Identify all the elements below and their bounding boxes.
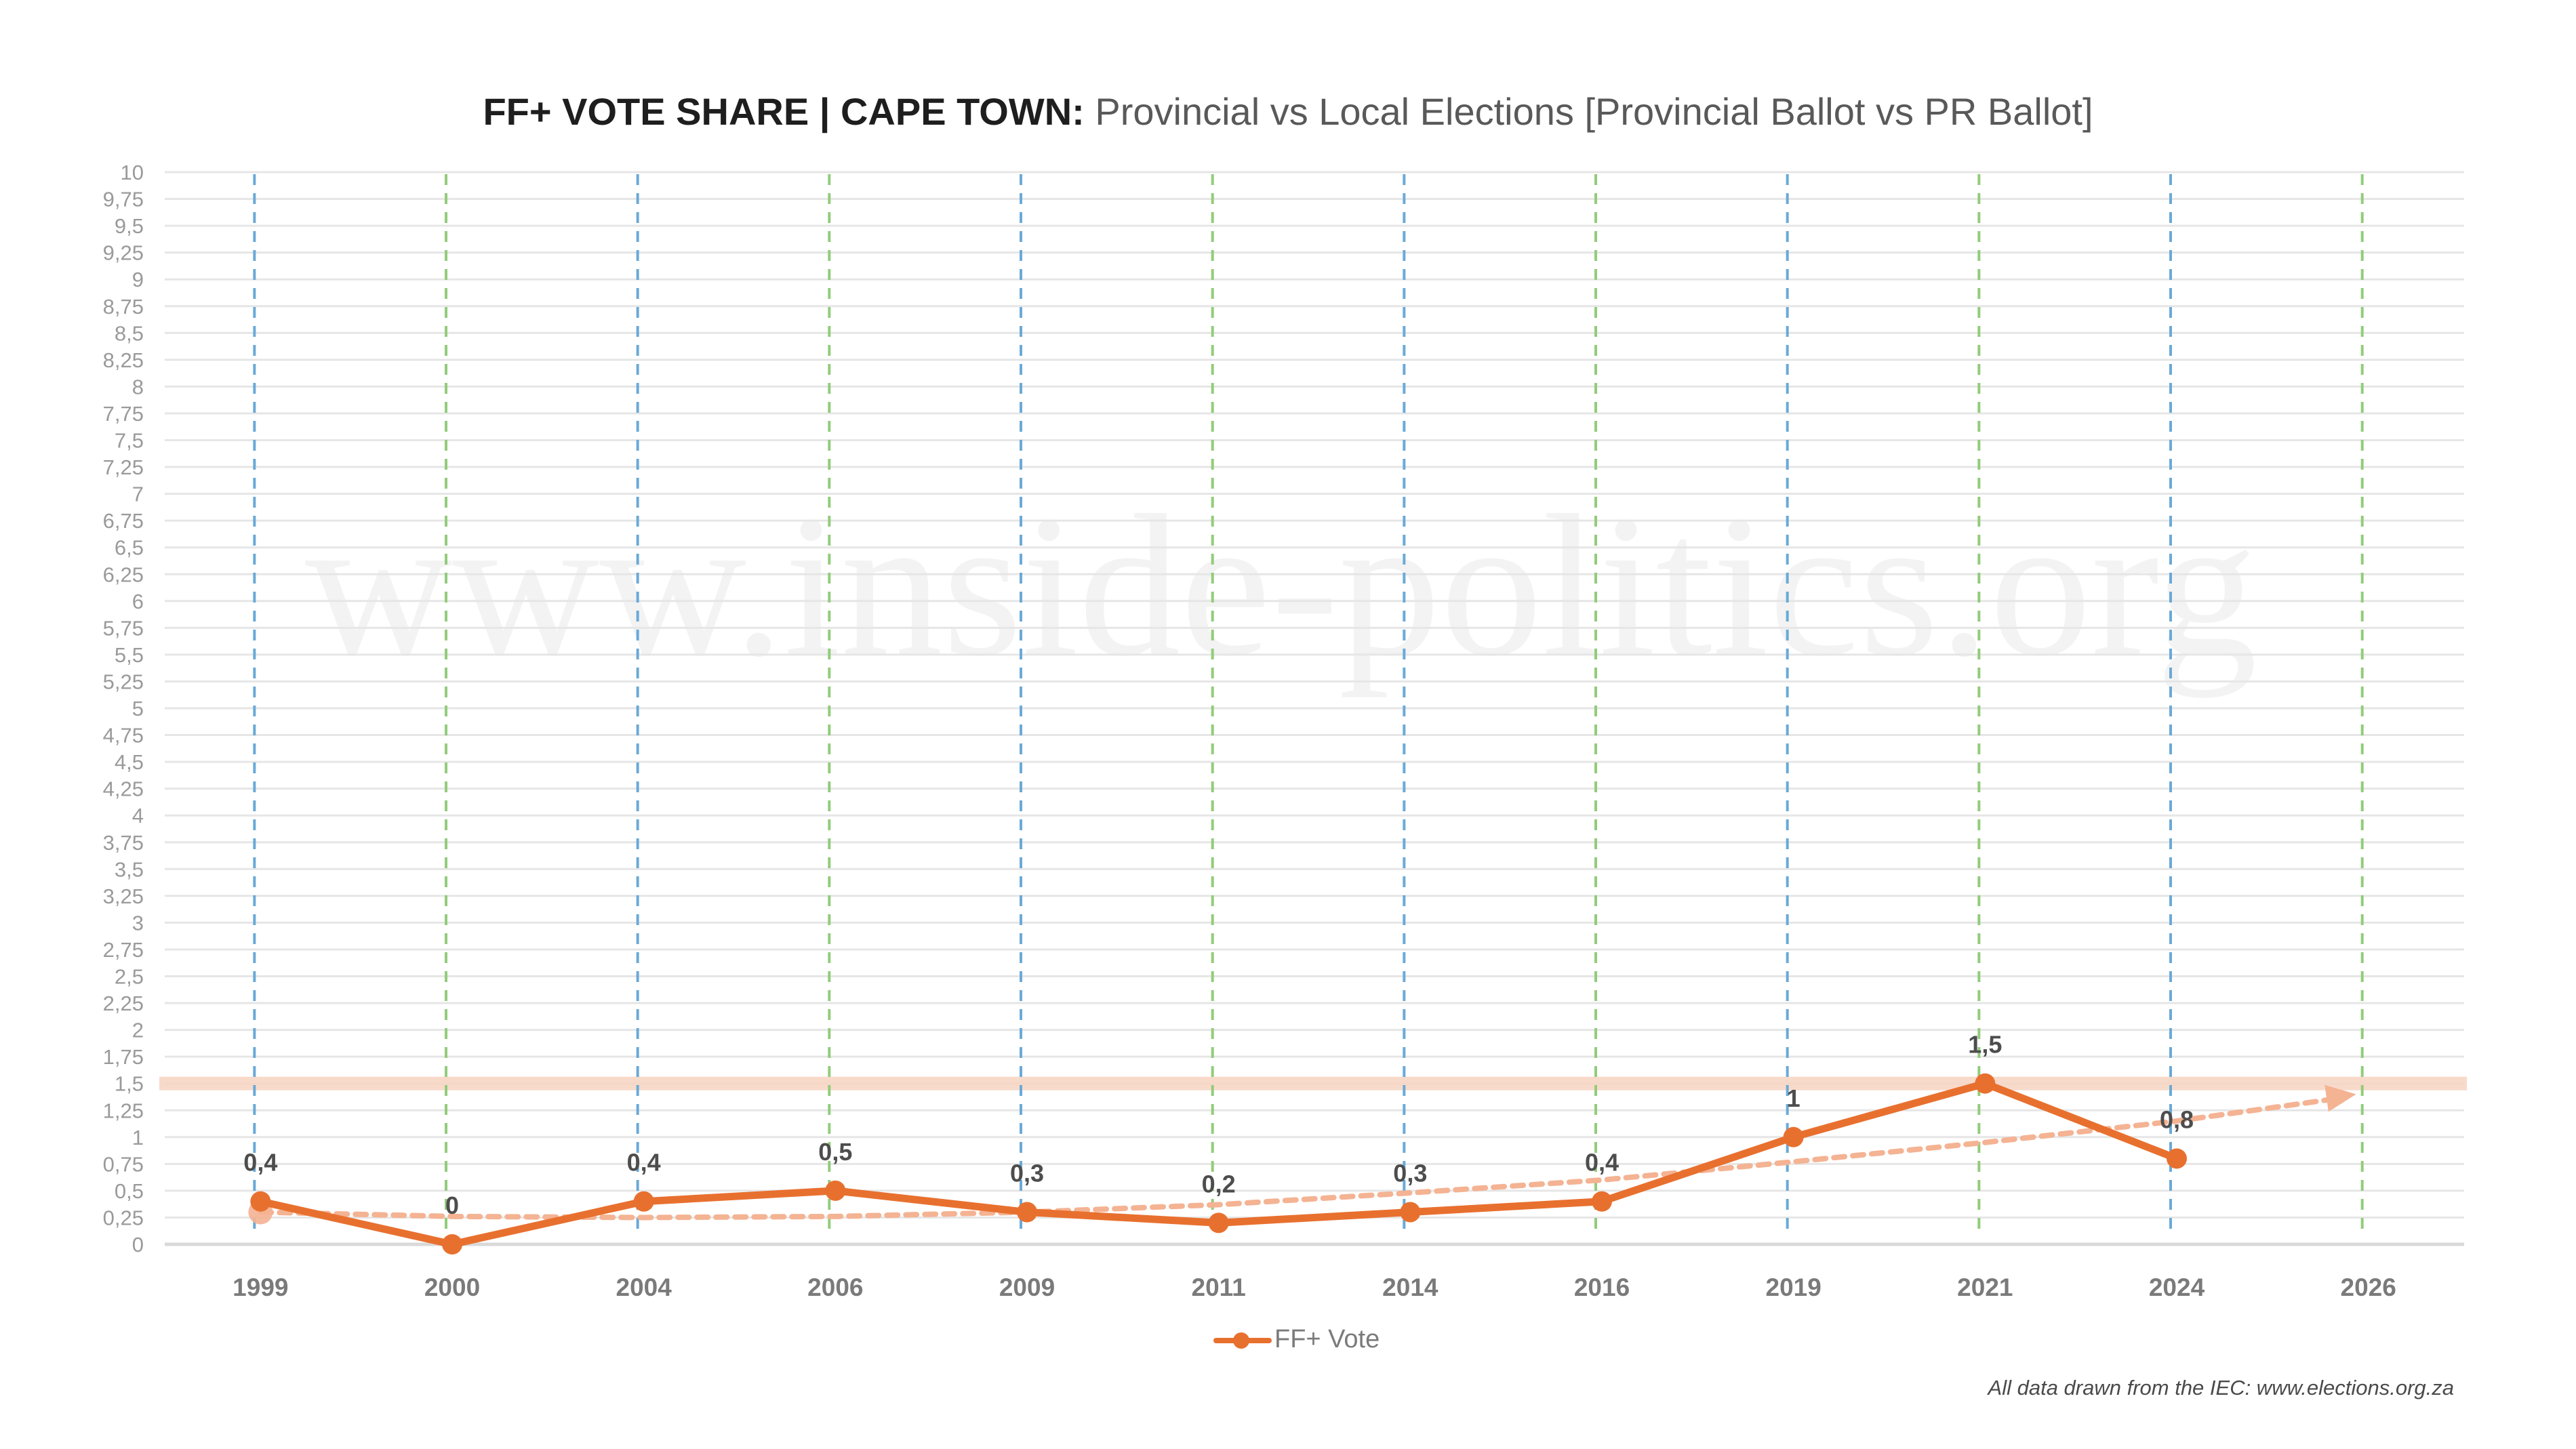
data-point [250, 1191, 271, 1212]
data-point [1592, 1191, 1612, 1212]
y-tick-label: 8,5 [115, 321, 144, 345]
data-label: 0,3 [1393, 1160, 1427, 1187]
y-tick-label: 6 [132, 590, 144, 613]
y-tick-label: 0,75 [103, 1152, 144, 1176]
y-tick-label: 6,75 [103, 509, 144, 533]
y-tick-label: 2,5 [115, 965, 144, 989]
data-label: 0,5 [818, 1138, 852, 1166]
chart-title: FF+ VOTE SHARE | CAPE TOWN: Provincial v… [0, 89, 2576, 134]
data-point [825, 1180, 846, 1201]
data-label: 1 [1787, 1084, 1800, 1112]
y-tick-label: 9 [132, 268, 144, 291]
y-tick-label: 6,5 [115, 536, 144, 560]
y-tick-label: 3,25 [103, 884, 144, 908]
y-tick-label: 3,5 [115, 857, 144, 881]
y-tick-label: 7,25 [103, 455, 144, 479]
y-tick-label: 2,25 [103, 992, 144, 1015]
trendline-arrowhead [2325, 1084, 2356, 1112]
y-tick-label: 0,25 [103, 1206, 144, 1229]
data-point [1975, 1073, 1996, 1094]
x-tick-label: 2014 [1382, 1273, 1438, 1301]
data-label: 0,8 [2160, 1105, 2194, 1133]
x-tick-label: 2000 [424, 1273, 480, 1301]
y-tick-label: 7,75 [103, 402, 144, 426]
reference-band [159, 1076, 2467, 1090]
x-tick-label: 2019 [1766, 1273, 1822, 1301]
chart-title-rest: Provincial vs Local Elections [Provincia… [1084, 90, 2093, 133]
y-tick-label: 1,75 [103, 1045, 144, 1069]
data-label: 0,4 [627, 1149, 661, 1177]
data-label: 0,4 [1585, 1149, 1619, 1177]
x-tick-label: 2009 [999, 1273, 1055, 1301]
y-tick-label: 4,5 [115, 750, 144, 774]
data-point [633, 1191, 654, 1212]
y-tick-label: 7,5 [115, 429, 144, 453]
legend-label-ff-vote: FF+ Vote [1274, 1325, 1380, 1353]
y-tick-label: 2 [132, 1019, 144, 1042]
data-label: 0,2 [1202, 1170, 1236, 1198]
y-tick-label: 4,25 [103, 777, 144, 801]
data-label: 0,4 [243, 1149, 277, 1177]
legend: FF+ Vote [1213, 1325, 1380, 1354]
data-point [1208, 1212, 1229, 1233]
x-tick-label: 2006 [807, 1273, 863, 1301]
data-point [1400, 1202, 1421, 1223]
y-tick-label: 10 [121, 161, 144, 184]
x-tick-label: 2011 [1192, 1273, 1246, 1301]
legend-swatch-ff-vote [1213, 1331, 1272, 1349]
data-label: 1,5 [1968, 1031, 2002, 1059]
y-tick-label: 4,75 [103, 724, 144, 748]
data-point [1783, 1126, 1804, 1147]
x-tick-label: 2016 [1574, 1273, 1630, 1301]
y-tick-label: 3 [132, 911, 144, 935]
watermark: www.inside-politics.org [305, 473, 2257, 699]
y-tick-label: 9,5 [115, 214, 144, 238]
y-tick-label: 1,5 [115, 1072, 144, 1096]
y-tick-label: 2,75 [103, 938, 144, 962]
y-tick-label: 0,5 [115, 1179, 144, 1203]
data-point [1017, 1202, 1037, 1223]
y-tick-label: 5,25 [103, 670, 144, 693]
data-point [442, 1234, 462, 1254]
y-tick-label: 3,75 [103, 831, 144, 855]
data-label: 0 [445, 1191, 459, 1219]
y-tick-label: 5,75 [103, 616, 144, 640]
data-label: 0,3 [1010, 1160, 1044, 1187]
data-point [2167, 1148, 2187, 1169]
x-tick-label: 2004 [616, 1273, 672, 1301]
y-tick-label: 0 [132, 1233, 144, 1257]
y-tick-label: 5 [132, 697, 144, 720]
y-tick-label: 9,25 [103, 241, 144, 265]
x-tick-label: 2026 [2341, 1273, 2396, 1301]
y-tick-label: 1 [132, 1126, 144, 1149]
y-tick-label: 8,25 [103, 348, 144, 372]
y-tick-label: 5,5 [115, 643, 144, 667]
trendline [258, 1095, 2345, 1221]
y-tick-label: 9,75 [103, 188, 144, 211]
source-note: All data drawn from the IEC: www.electio… [1988, 1376, 2454, 1400]
y-tick-label: 8 [132, 375, 144, 399]
y-tick-label: 7 [132, 483, 144, 506]
chart-title-bold: FF+ VOTE SHARE | CAPE TOWN: [483, 90, 1085, 133]
y-tick-label: 1,25 [103, 1099, 144, 1122]
x-tick-label: 2024 [2149, 1273, 2205, 1301]
x-tick-label: 2021 [1957, 1273, 2013, 1301]
y-tick-label: 8,75 [103, 295, 144, 319]
y-tick-label: 6,25 [103, 563, 144, 586]
x-tick-label: 1999 [233, 1273, 288, 1301]
y-tick-label: 4 [132, 804, 144, 828]
